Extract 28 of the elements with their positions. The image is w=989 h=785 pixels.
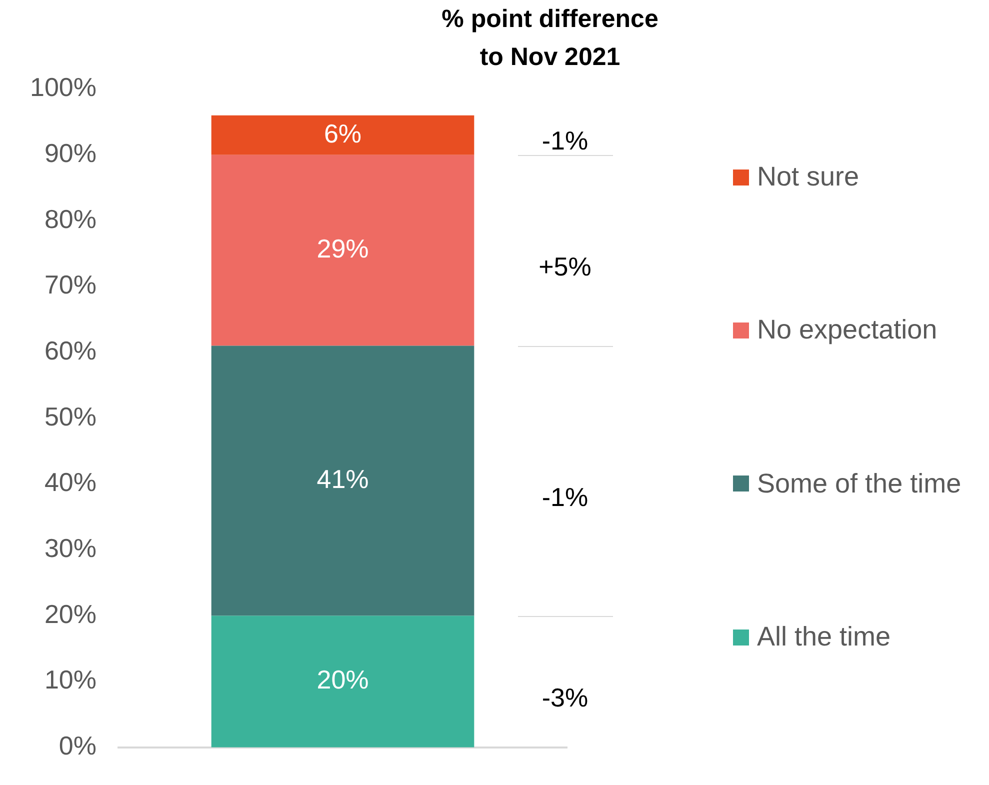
data-label: 41%: [316, 464, 369, 494]
y-tick-label: 90%: [44, 138, 96, 168]
y-tick-label: 50%: [44, 401, 96, 432]
text: % point difference to Nov 2021: [442, 4, 658, 71]
y-tick-label: 20%: [44, 598, 96, 629]
y-tick-label: 40%: [44, 467, 96, 498]
bar: [211, 346, 474, 616]
data-label: 20%: [316, 664, 369, 695]
data-label: 29%: [316, 233, 369, 264]
text: -1%: [542, 126, 588, 156]
legend-label: No expectation: [757, 314, 938, 346]
legend-label: Some of the time: [757, 468, 962, 500]
bar: [211, 115, 474, 155]
bar: [211, 154, 474, 346]
y-tick-label: 60%: [44, 336, 96, 366]
text: -3%: [542, 682, 588, 713]
text: -1%: [542, 482, 588, 512]
y-tick-label: 30%: [44, 533, 96, 564]
y-tick-label: 80%: [44, 204, 96, 234]
y-tick-label: 100%: [30, 72, 96, 102]
data-label: 6%: [324, 118, 362, 148]
y-tick-label: 10%: [44, 664, 96, 695]
text: +5%: [538, 251, 592, 282]
y-tick-label: 0%: [58, 730, 96, 761]
legend-label: Not sure: [757, 162, 860, 192]
bar: [211, 616, 474, 748]
legend-label: All the time: [757, 622, 891, 653]
y-tick-label: 70%: [44, 270, 96, 300]
